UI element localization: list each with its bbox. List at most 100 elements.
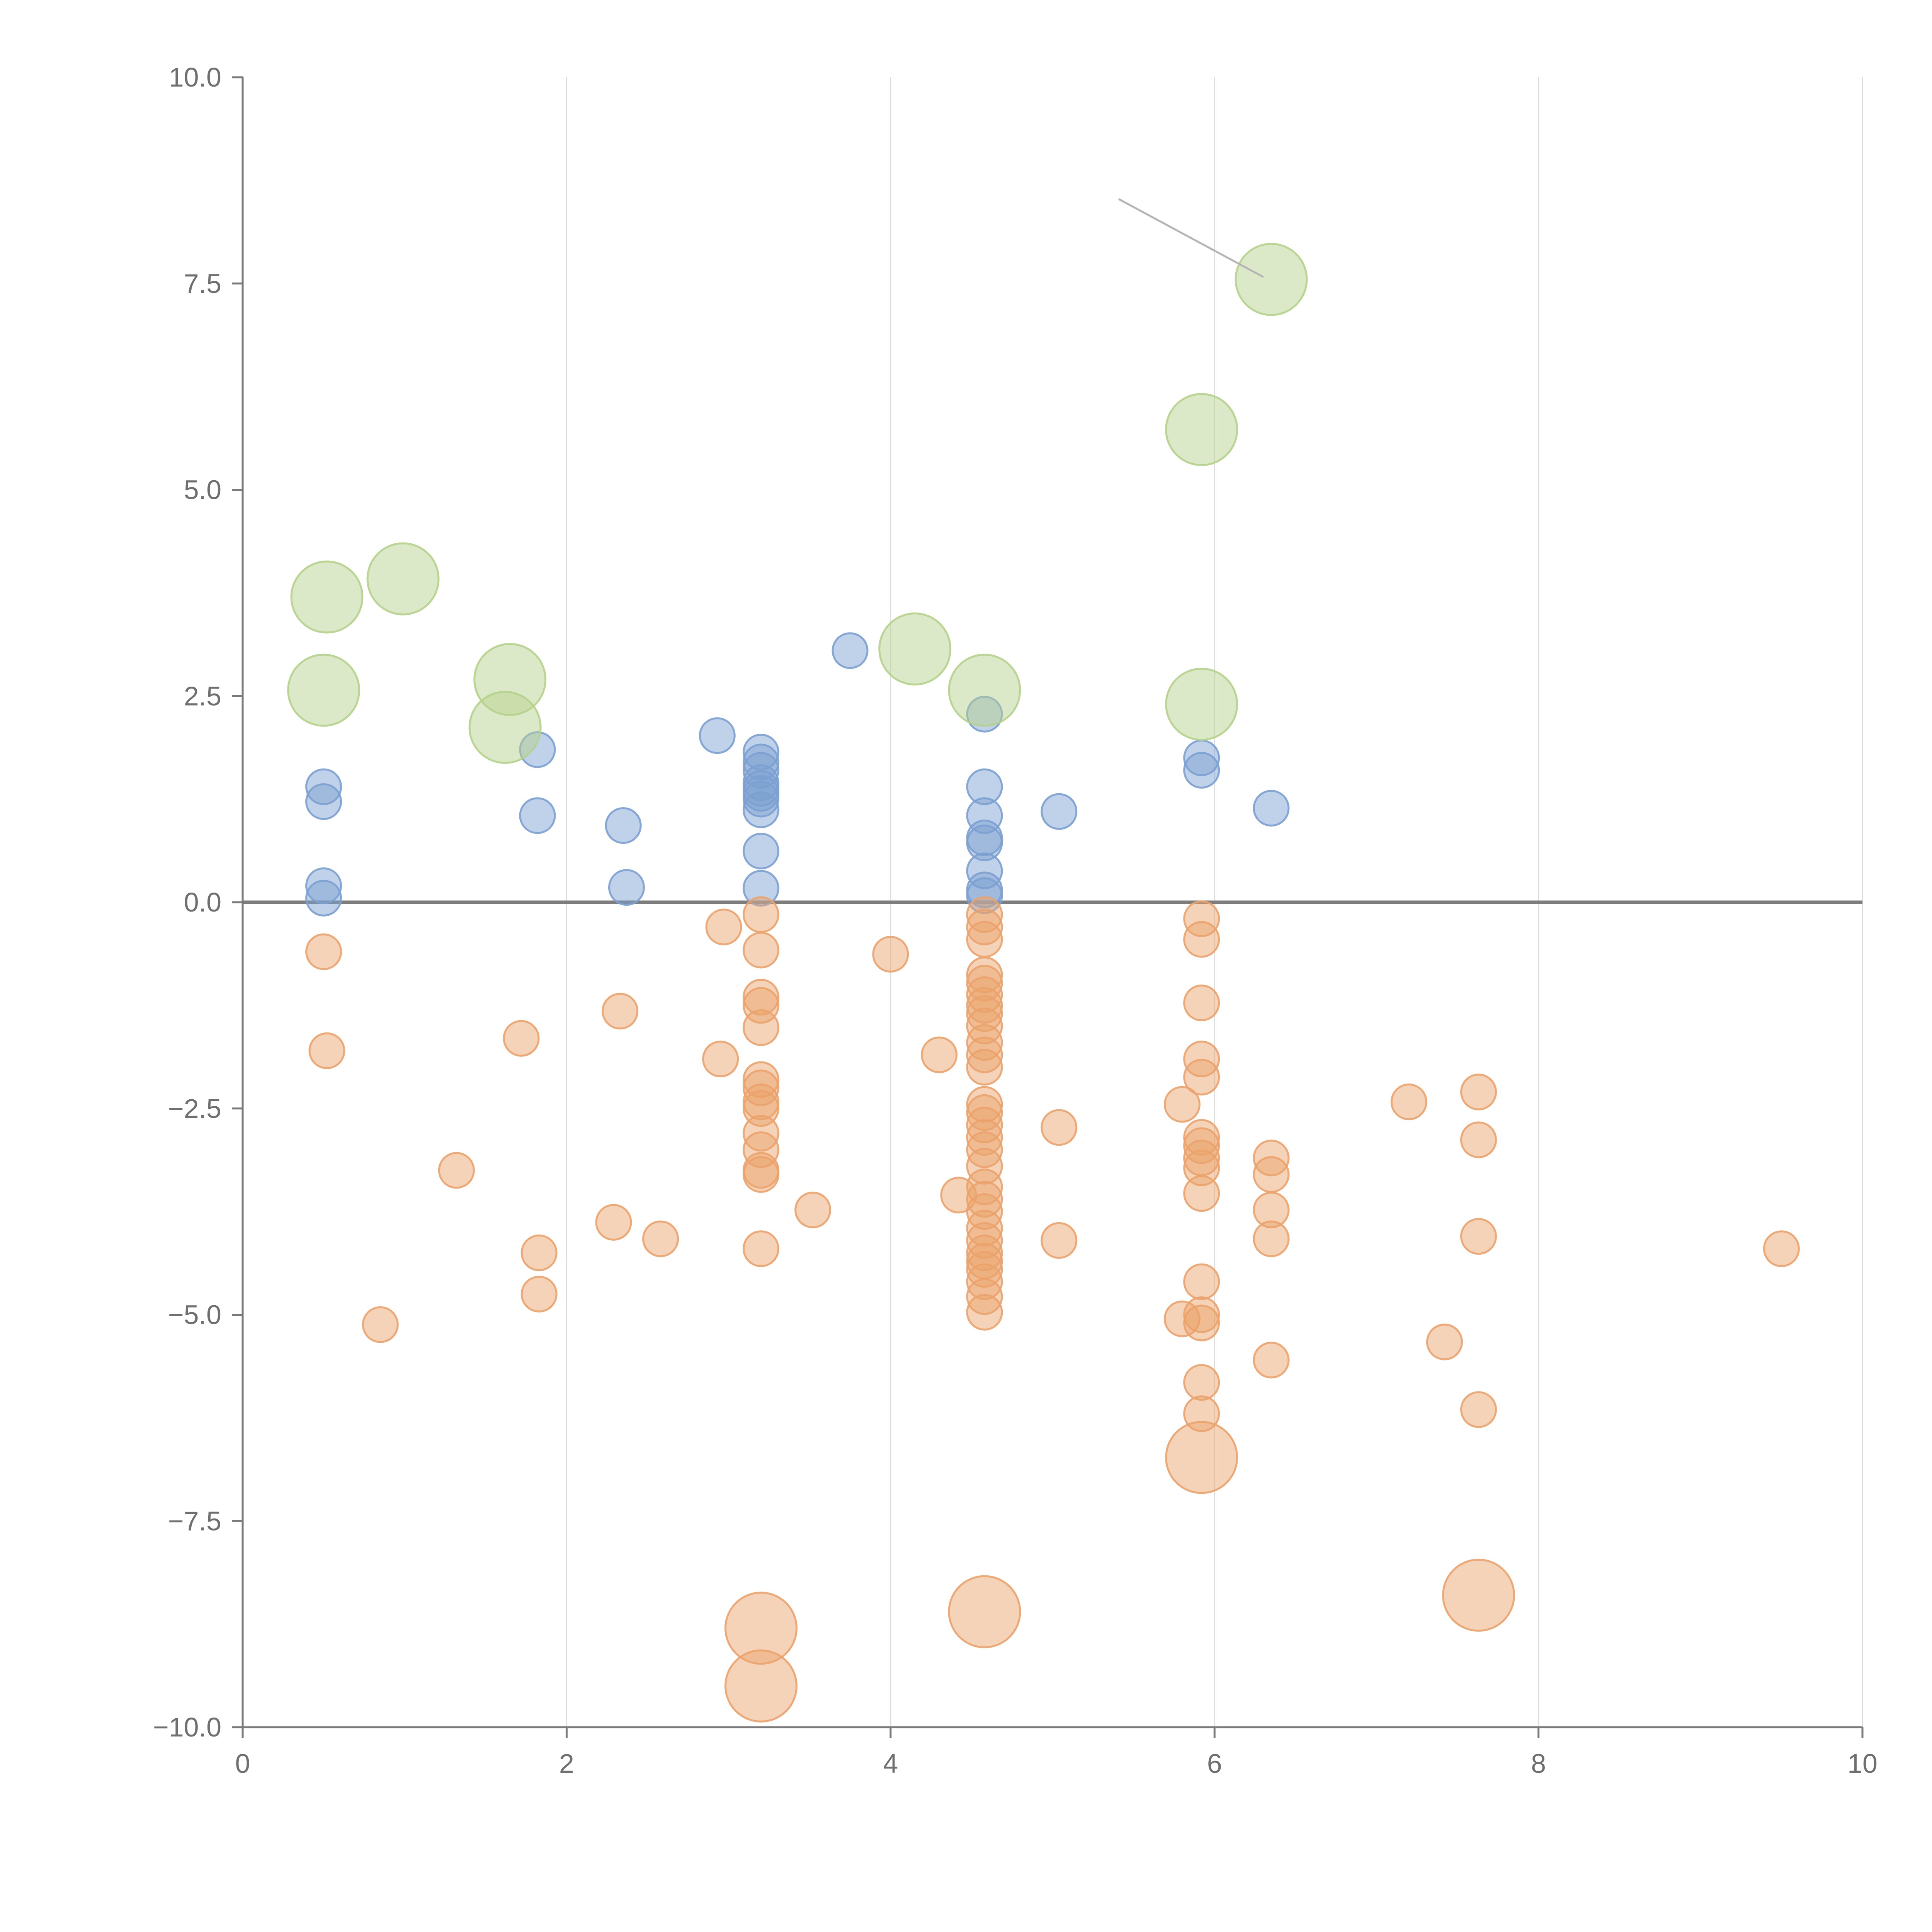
data-point-positive <box>608 869 645 906</box>
y-tick-label: −10.0 <box>153 1712 221 1742</box>
data-point-negative <box>595 1204 632 1241</box>
data-point-negative <box>1183 921 1220 958</box>
data-point-negative <box>602 993 639 1030</box>
data-point-positive <box>742 791 779 828</box>
data-point-negative <box>966 1251 1003 1288</box>
data-point-negative <box>1183 984 1220 1021</box>
data-point-negative <box>1390 1083 1427 1121</box>
data-point-highlight <box>948 653 1021 727</box>
data-point-negative <box>1253 1342 1290 1379</box>
data-point-negative <box>966 1263 1003 1300</box>
data-point-positive <box>305 783 342 820</box>
data-point-negative <box>1183 1304 1220 1342</box>
data-point-positive <box>519 731 556 768</box>
data-point-positive <box>1041 793 1078 830</box>
data-point-negative <box>520 1234 558 1271</box>
data-point-negative <box>1163 1086 1201 1123</box>
annotation-leader-line <box>1118 198 1264 278</box>
data-point-negative <box>503 1020 540 1057</box>
data-point-negative <box>1460 1391 1497 1428</box>
y-tick-label: −5.0 <box>168 1300 221 1330</box>
y-tick-label: 5.0 <box>184 475 221 505</box>
data-point-negative <box>1183 1059 1220 1096</box>
data-point-negative <box>872 936 909 973</box>
data-point-negative <box>362 1306 399 1343</box>
data-point-negative <box>1253 1220 1290 1257</box>
data-point-highlight <box>290 560 364 634</box>
data-point-negative <box>1253 1191 1290 1228</box>
x-tick-label: 4 <box>883 1748 898 1779</box>
data-point-positive <box>742 833 779 870</box>
data-point-negative <box>742 987 779 1024</box>
data-point-positive <box>1183 752 1220 789</box>
data-point-positive <box>966 696 1003 733</box>
data-point-positive <box>305 768 342 805</box>
data-point-highlight <box>468 690 542 764</box>
data-point-positive <box>305 879 342 917</box>
data-point-highlight <box>366 542 440 616</box>
data-point-negative <box>966 1086 1003 1123</box>
data-point-positive <box>742 743 779 781</box>
data-point-negative <box>1460 1218 1497 1255</box>
data-point-positive <box>605 807 642 844</box>
points-layer <box>287 198 1800 1723</box>
data-point-negative <box>1183 1149 1220 1186</box>
data-point-negative <box>724 1649 798 1723</box>
data-point-negative <box>966 1181 1003 1218</box>
data-point-negative <box>966 1294 1003 1331</box>
data-point-positive <box>832 632 869 669</box>
data-point-positive <box>966 768 1003 805</box>
data-point-negative <box>742 896 779 933</box>
x-tick-label: 6 <box>1207 1748 1222 1779</box>
data-point-negative <box>1183 900 1220 937</box>
data-point-negative <box>642 1220 679 1257</box>
data-point-negative <box>742 979 779 1016</box>
data-point-negative <box>742 1069 779 1106</box>
data-point-negative <box>966 964 1003 1002</box>
data-point-negative <box>966 908 1003 946</box>
data-point-negative <box>966 921 1003 958</box>
x-tick-label: 0 <box>235 1748 250 1779</box>
data-point-positive <box>742 870 779 907</box>
y-tick-label: −2.5 <box>168 1094 221 1124</box>
data-point-negative <box>1183 1127 1220 1164</box>
data-point-negative <box>724 1592 798 1665</box>
data-point-negative <box>1165 1421 1238 1494</box>
data-point-negative <box>1253 1156 1290 1193</box>
x-tick-label: 8 <box>1531 1748 1546 1779</box>
data-point-positive <box>519 797 556 834</box>
data-point-negative <box>966 1049 1003 1086</box>
data-point-highlight <box>878 612 952 686</box>
ticks-layer: 0 2 4 6 8 10 −10.0 −7.5 −5.0 −2.5 0.0 2.5 5.0 7.5 10.0 <box>153 62 1878 1779</box>
data-point-negative <box>742 1230 779 1267</box>
data-point-positive <box>699 717 736 754</box>
data-point-negative <box>966 956 1003 993</box>
data-point-negative <box>1460 1073 1497 1111</box>
data-point-negative <box>921 1036 958 1073</box>
data-point-positive <box>966 824 1003 861</box>
y-tick-label: 7.5 <box>184 269 221 299</box>
data-point-negative <box>1460 1121 1497 1158</box>
y-tick-label: −7.5 <box>168 1506 221 1536</box>
data-point-negative <box>1763 1230 1800 1267</box>
y-tick-label: 2.5 <box>184 681 221 711</box>
data-point-negative <box>966 1036 1003 1073</box>
x-tick-label: 10 <box>1847 1748 1878 1779</box>
data-point-negative <box>966 1222 1003 1259</box>
data-point-positive <box>1253 790 1290 827</box>
data-point-negative <box>948 1575 1021 1648</box>
data-point-negative <box>308 1032 345 1069</box>
data-point-negative <box>1183 1119 1220 1156</box>
data-point-negative <box>966 1148 1003 1185</box>
data-point-negative <box>1183 1364 1220 1401</box>
x-tick-label: 2 <box>559 1748 574 1779</box>
data-point-negative <box>966 1278 1003 1315</box>
data-point-negative <box>966 976 1003 1013</box>
data-point-highlight <box>1235 243 1308 316</box>
data-point-negative <box>742 932 779 969</box>
data-point-positive <box>742 781 779 818</box>
y-tick-label: 10.0 <box>169 62 221 92</box>
data-point-highlight <box>473 643 547 716</box>
data-point-negative <box>794 1191 832 1228</box>
